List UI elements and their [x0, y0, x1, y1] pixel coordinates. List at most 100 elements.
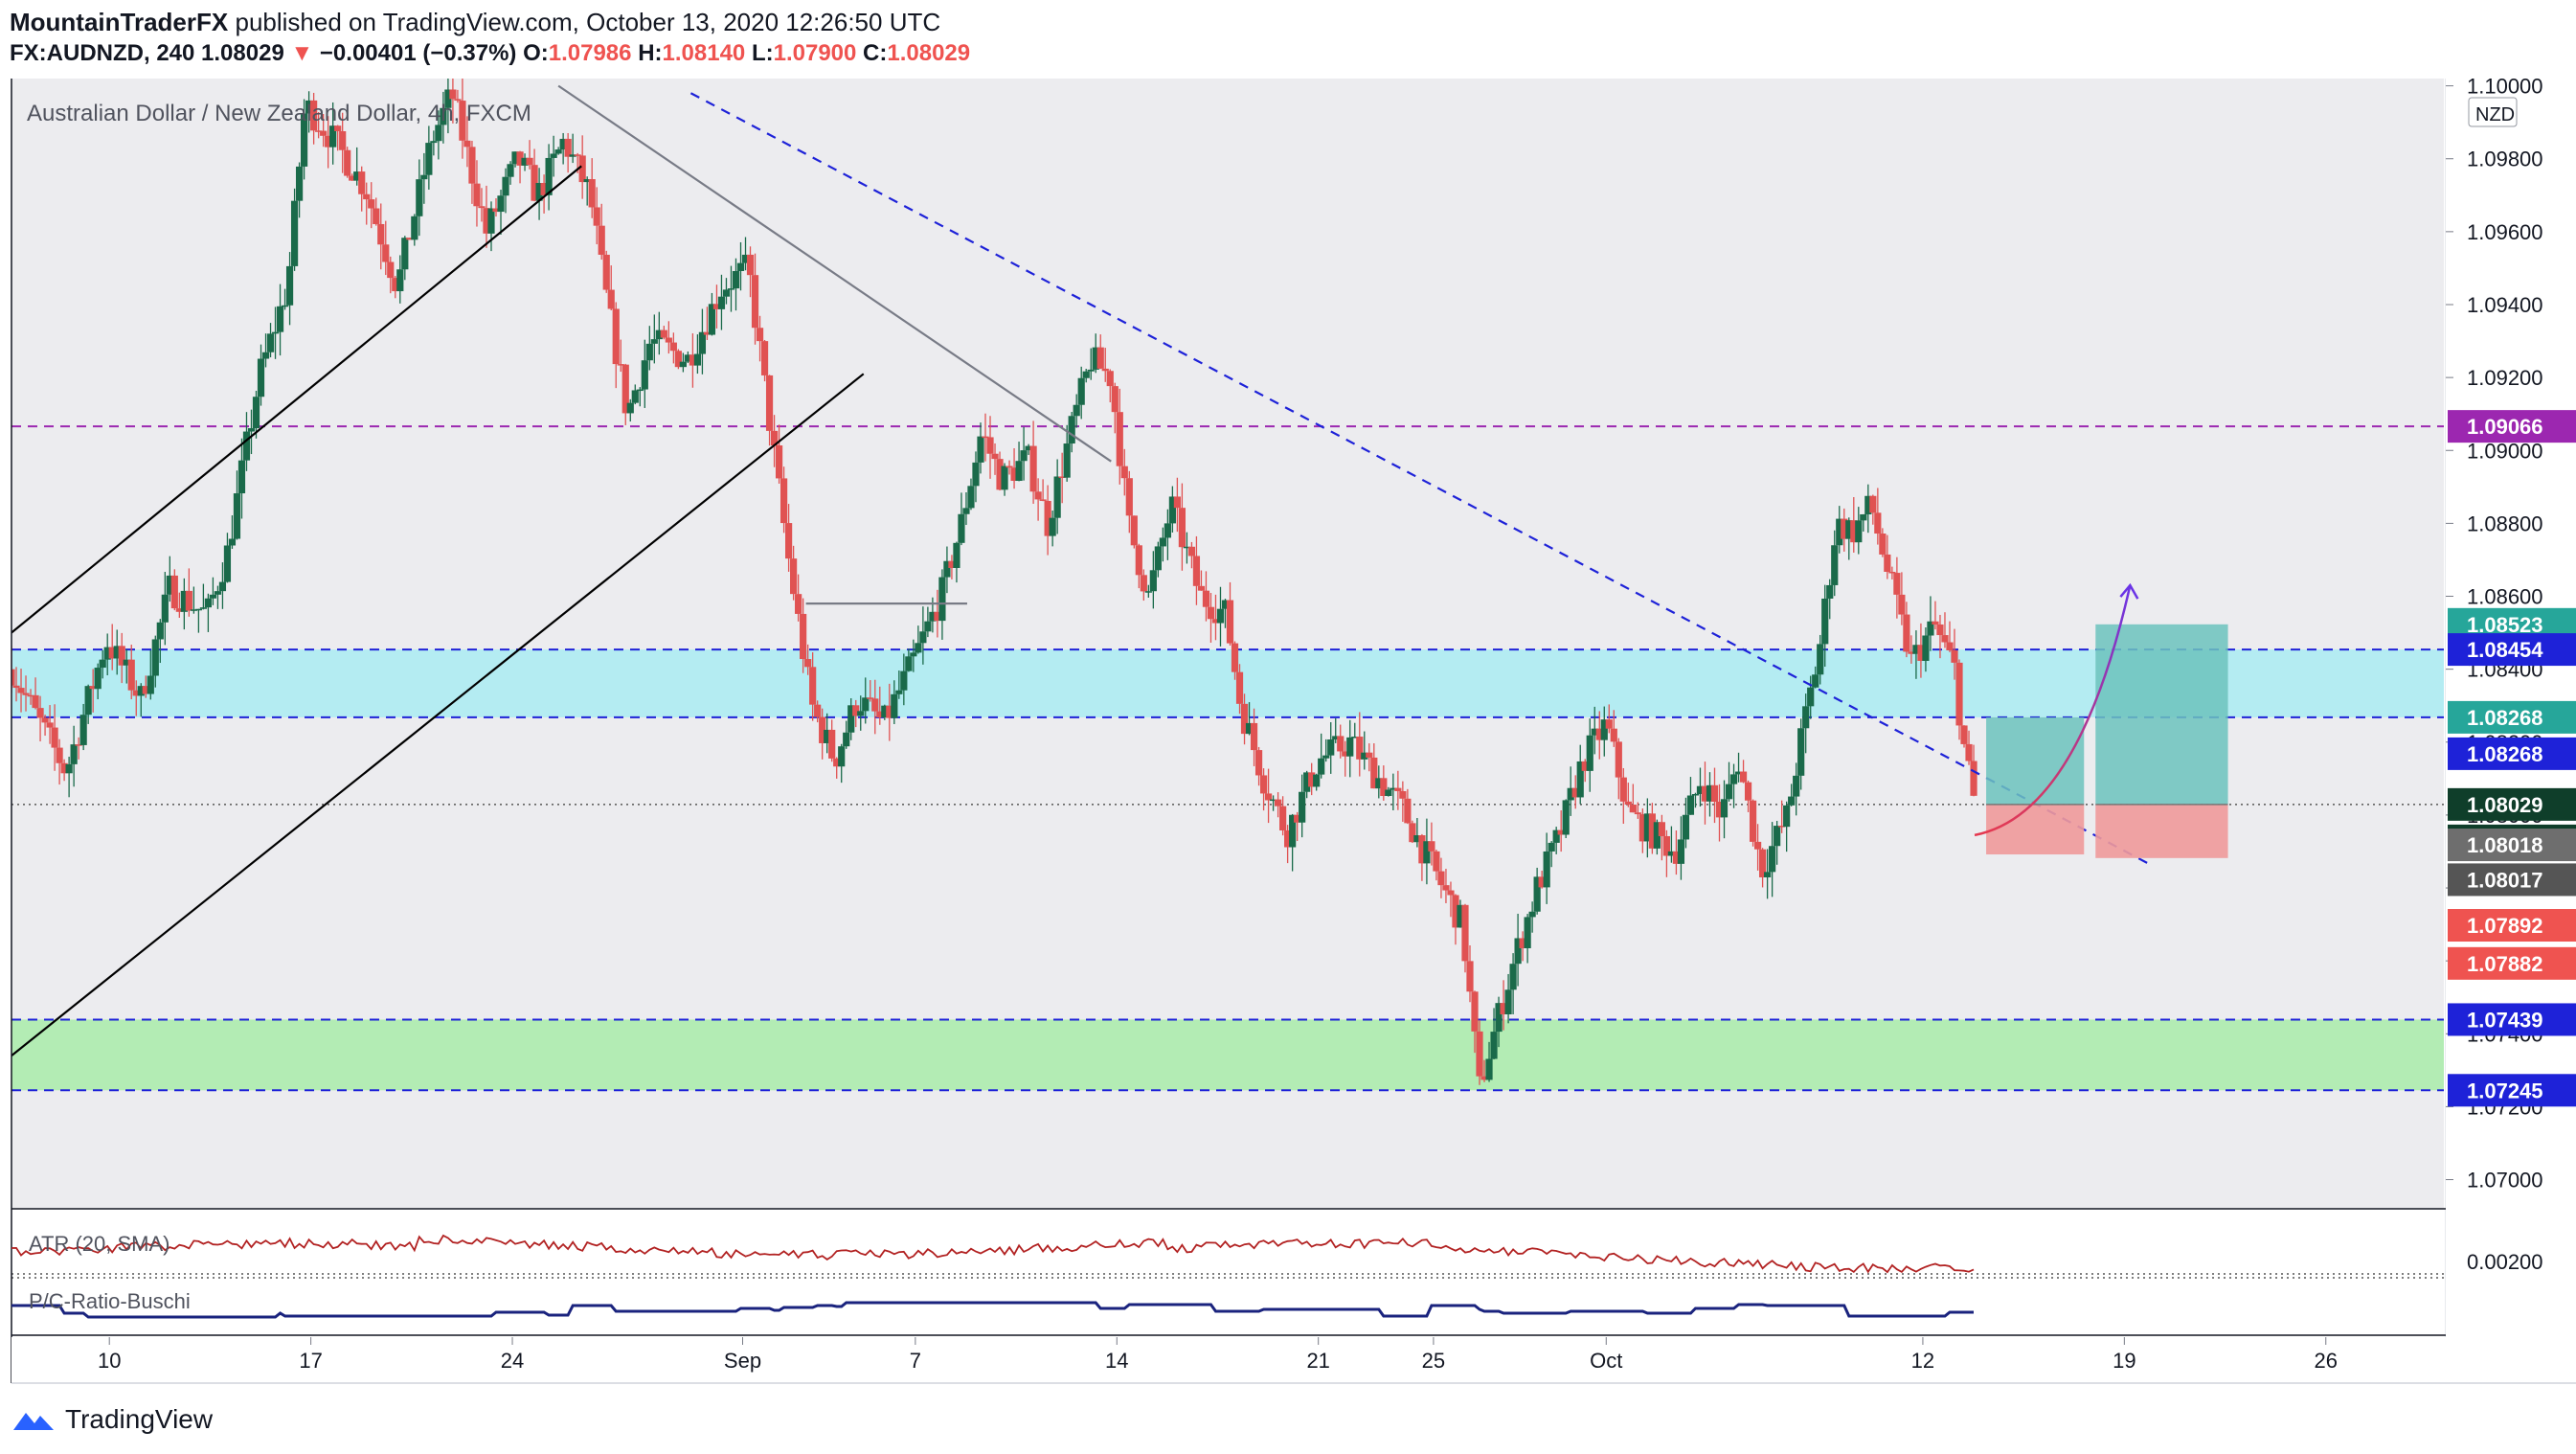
candle-body-14 — [75, 744, 82, 746]
x-tick-label-2: 24 — [501, 1349, 524, 1373]
candle-body-56 — [276, 306, 284, 332]
candle-29 — [147, 649, 154, 700]
publish-info: published on TradingView.com, October 13… — [235, 8, 941, 36]
candle-185 — [895, 670, 903, 699]
candle-body-334 — [1610, 728, 1617, 742]
candle-39 — [194, 608, 202, 633]
candle-body-71 — [349, 175, 356, 181]
candle-281 — [1356, 712, 1364, 777]
candle-0 — [11, 646, 15, 693]
candle-63 — [310, 92, 318, 145]
candle-294 — [1418, 833, 1426, 881]
candle-body-36 — [180, 590, 188, 612]
candle-35 — [175, 592, 183, 618]
candle-314 — [1514, 913, 1522, 987]
candle-364 — [1753, 824, 1762, 871]
candle-body-123 — [598, 225, 605, 255]
candle-body-101 — [492, 208, 500, 213]
candle-body-0 — [11, 669, 15, 686]
candle-body-17 — [89, 686, 97, 690]
atr-line — [11, 1234, 1975, 1274]
price-tag-bg-9 — [2448, 909, 2576, 943]
candle-body-183 — [886, 705, 893, 718]
candle-265 — [1279, 796, 1287, 836]
candle-282 — [1361, 731, 1368, 770]
candle-144 — [698, 308, 707, 375]
candle-407 — [1960, 725, 1968, 748]
candle-159 — [770, 415, 779, 467]
candle-351 — [1691, 792, 1700, 808]
support-zone — [11, 1019, 2444, 1091]
candle-body-81 — [396, 269, 404, 292]
candle-body-18 — [94, 668, 102, 690]
candle-36 — [180, 578, 188, 630]
candle-244 — [1178, 483, 1186, 571]
candle-body-64 — [315, 130, 323, 132]
candle-body-93 — [454, 99, 462, 102]
candle-body-361 — [1739, 771, 1748, 783]
candle-body-229 — [1106, 371, 1114, 387]
x-tick-label-9: 12 — [1911, 1349, 1934, 1373]
candle-body-78 — [382, 244, 390, 262]
candle-body-179 — [867, 697, 874, 699]
candle-229 — [1106, 369, 1114, 403]
candle-236 — [1140, 569, 1147, 602]
candle-268 — [1294, 811, 1301, 842]
candle-89 — [435, 110, 442, 160]
candle-body-387 — [1864, 495, 1872, 514]
candle-140 — [679, 352, 687, 373]
candle-body-77 — [377, 223, 385, 245]
candle-body-305 — [1471, 991, 1479, 1032]
candle-body-19 — [99, 659, 106, 669]
candle-329 — [1586, 718, 1593, 792]
candle-body-360 — [1734, 771, 1743, 775]
candle-139 — [674, 349, 682, 370]
candle-body-182 — [881, 705, 889, 718]
candle-398 — [1917, 623, 1925, 678]
candle-116 — [564, 133, 572, 173]
candle-295 — [1423, 818, 1431, 885]
candle-248 — [1197, 570, 1206, 591]
author-name[interactable]: MountainTraderFX — [10, 8, 229, 36]
candle-382 — [1841, 508, 1848, 552]
candle-body-35 — [175, 608, 183, 612]
candle-126 — [612, 302, 620, 389]
candle-body-84 — [411, 216, 418, 240]
symbol-label[interactable]: FX:AUDNZD, 240 — [10, 40, 195, 66]
price-chart[interactable]: Australian Dollar / New Zealand Dollar, … — [0, 0, 2576, 1389]
candle-124 — [602, 250, 610, 293]
candle-body-116 — [564, 138, 572, 157]
candle-85 — [416, 159, 423, 237]
candle-305 — [1471, 990, 1479, 1054]
candle-312 — [1504, 973, 1512, 1024]
candle-body-254 — [1226, 600, 1234, 644]
candle-348 — [1677, 816, 1685, 880]
candle-148 — [717, 274, 726, 330]
candle-body-384 — [1850, 520, 1858, 543]
candle-238 — [1149, 551, 1157, 609]
candle-143 — [693, 334, 702, 375]
candle-body-44 — [218, 581, 227, 592]
candle-body-304 — [1466, 961, 1474, 992]
candle-body-375 — [1807, 687, 1815, 707]
candle-193 — [934, 589, 941, 638]
y-tick-label-3: 1.09400 — [2467, 293, 2543, 317]
candle-body-308 — [1485, 1058, 1493, 1080]
candle-body-157 — [760, 341, 769, 375]
candle-body-348 — [1677, 839, 1685, 864]
candle-body-260 — [1254, 750, 1263, 776]
candle-body-336 — [1619, 777, 1627, 802]
candle-body-9 — [51, 727, 58, 748]
candle-141 — [684, 351, 691, 364]
price-tag-9: 1.07892 — [2467, 914, 2543, 938]
candle-body-211 — [1020, 450, 1028, 462]
candle-body-13 — [70, 744, 78, 764]
candle-body-2 — [17, 688, 25, 693]
candle-body-63 — [310, 100, 318, 131]
candle-body-1 — [12, 685, 20, 689]
candle-body-97 — [473, 183, 481, 207]
candle-92 — [449, 79, 457, 124]
price-tag-11: 1.07439 — [2467, 1008, 2543, 1032]
candle-74 — [363, 182, 371, 225]
candle-51 — [252, 390, 260, 439]
